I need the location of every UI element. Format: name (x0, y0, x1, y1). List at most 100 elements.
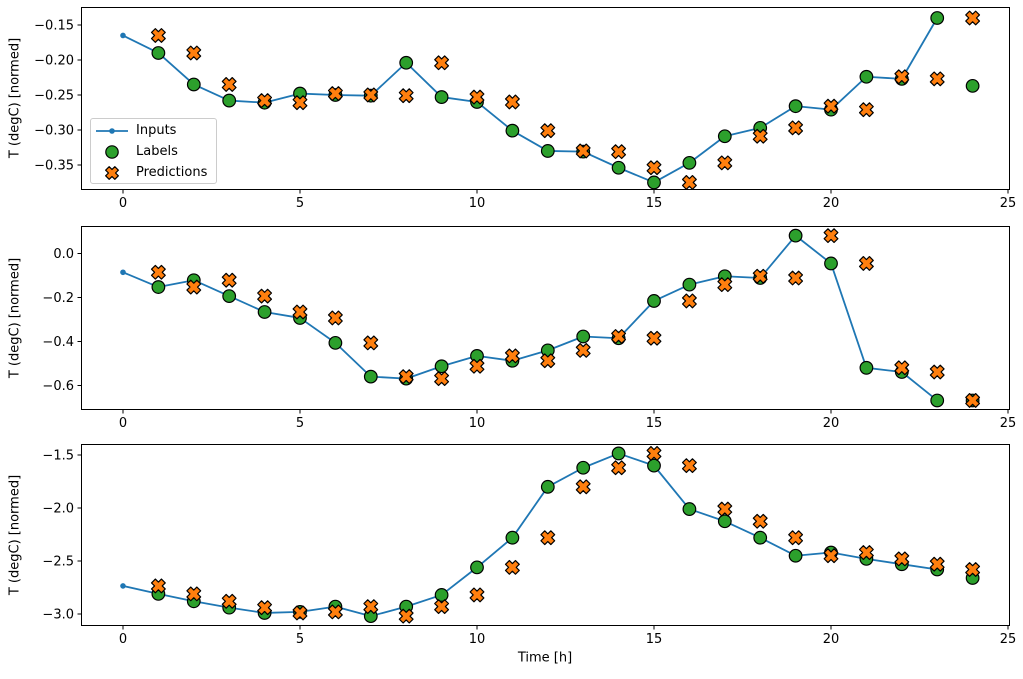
x-tick-label: 0 (119, 196, 127, 211)
prediction-point (681, 293, 697, 309)
label-point (930, 393, 945, 408)
x-tick-label: 10 (469, 632, 486, 647)
label-point (576, 329, 591, 344)
prediction-point (965, 10, 981, 26)
label-point (222, 289, 237, 304)
prediction-point (611, 329, 627, 344)
prediction-point (929, 556, 945, 572)
y-tick-label: −2.0 (42, 502, 74, 517)
prediction-point (327, 604, 343, 620)
prediction-point (257, 93, 273, 109)
prediction-point (398, 369, 414, 385)
prediction-point (327, 86, 343, 102)
prediction-point (681, 458, 697, 474)
label-point (682, 155, 697, 170)
x-tick-label: 25 (1000, 632, 1017, 647)
prediction-point (540, 353, 556, 369)
label-point (470, 560, 484, 575)
x-tick-label: 15 (646, 416, 663, 431)
prediction-point (186, 45, 202, 61)
label-point (505, 123, 520, 138)
label-point (186, 77, 201, 92)
legend-label-inputs: Inputs (136, 123, 177, 138)
prediction-point (504, 94, 520, 110)
prediction-point (823, 98, 839, 114)
subplot-3-plot-area: 0 5 10 15 20 25 −1.5 −2.0 −2.5 −3.0 (42, 444, 1016, 647)
x-tick-label: 10 (469, 196, 486, 211)
x-tick-label: 20 (823, 416, 840, 431)
x-tick-label: 25 (1000, 416, 1017, 431)
prediction-point (717, 155, 733, 171)
prediction-point (646, 330, 662, 346)
prediction-point (257, 288, 273, 304)
label-point (576, 460, 591, 475)
prediction-point (858, 255, 874, 271)
prediction-point (469, 358, 485, 374)
label-point (788, 99, 803, 114)
prediction-point (717, 501, 733, 517)
prediction-point (504, 559, 520, 575)
subplot-1-y-axis-label: T (degC) [normed] (7, 37, 23, 159)
prediction-point (611, 144, 627, 160)
prediction-point (221, 272, 237, 288)
x-tick-label: 5 (296, 416, 304, 431)
legend-item-labels: Labels (94, 141, 216, 162)
y-tick-label: −0.6 (42, 379, 74, 394)
prediction-point (221, 77, 237, 92)
y-tick-label: 0.0 (53, 247, 74, 262)
x-tick-label: 15 (646, 632, 663, 647)
plot-border (81, 226, 1010, 410)
prediction-point (186, 279, 202, 295)
prediction-point (292, 304, 308, 320)
label-point (824, 256, 838, 271)
prediction-point (469, 587, 485, 603)
prediction-point (398, 608, 414, 624)
label-point (647, 294, 661, 308)
prediction-point (221, 593, 237, 609)
inputs-line-dot-icon (96, 127, 128, 134)
y-tick-label: −0.35 (34, 158, 74, 173)
label-point (151, 280, 166, 294)
label-point (434, 359, 449, 374)
label-point (540, 144, 555, 158)
x-tick-label: 0 (119, 416, 127, 431)
label-point (257, 305, 272, 319)
y-tick-label: −3.0 (42, 608, 74, 623)
prediction-point (681, 174, 697, 190)
x-tick-label: 0 (119, 632, 127, 647)
legend-item-inputs: Inputs (94, 120, 216, 141)
prediction-point (788, 270, 804, 286)
y-tick-label: −1.5 (42, 449, 74, 464)
label-point (328, 335, 343, 350)
y-tick-label: −0.4 (42, 335, 74, 350)
prediction-point (752, 128, 768, 144)
prediction-point (363, 87, 379, 103)
label-point (505, 530, 520, 545)
x-tick-label: 15 (646, 196, 663, 211)
prediction-point (646, 445, 662, 461)
label-point (753, 530, 768, 545)
y-tick-label: −2.5 (42, 555, 74, 570)
prediction-point (858, 545, 874, 560)
prediction-point (504, 348, 520, 364)
prediction-point (965, 393, 981, 408)
prediction-point (788, 120, 804, 136)
prediction-point (575, 143, 591, 159)
plot-border (81, 444, 1010, 626)
prediction-point (575, 479, 591, 495)
label-point (540, 479, 555, 494)
inputs-line (122, 452, 938, 618)
predictions-x-icon (105, 165, 119, 180)
prediction-point (611, 460, 627, 476)
label-point (859, 360, 874, 375)
prediction-point (717, 277, 733, 293)
prediction-point (929, 71, 945, 87)
label-point (788, 228, 803, 243)
label-point (647, 175, 661, 190)
legend-label-labels: Labels (136, 144, 178, 159)
subplot-3-y-axis-label: T (degC) [normed] (7, 474, 23, 596)
legend-item-predictions: Predictions (94, 162, 216, 183)
subplot-1-plot-area: 0 5 10 15 20 25 −0.15 −0.20 −0.25 −0.30 −0.35 (34, 7, 1016, 211)
input-point (120, 583, 126, 589)
prediction-point (292, 605, 308, 621)
